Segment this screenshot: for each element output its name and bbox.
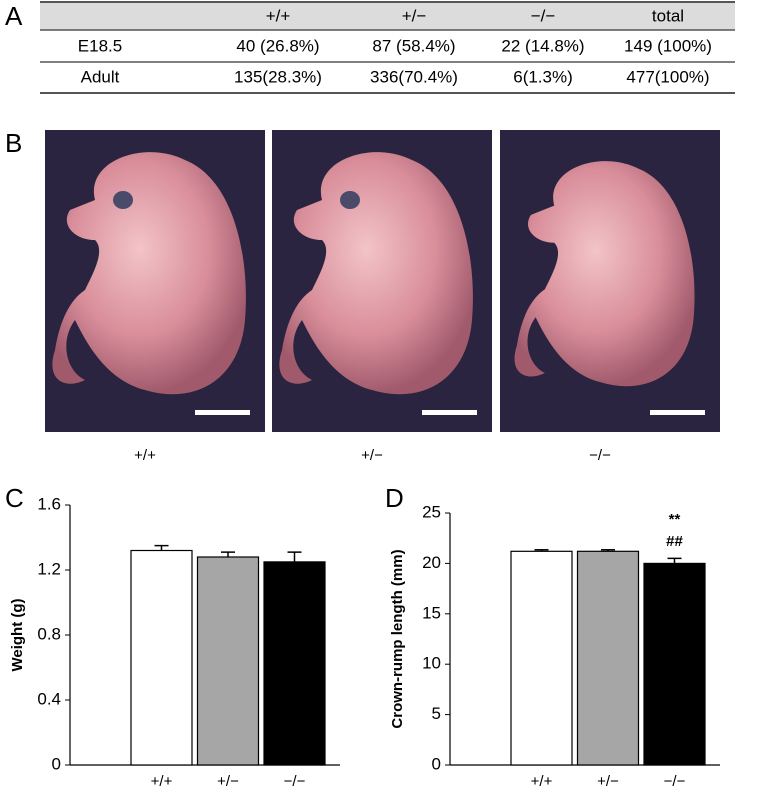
annotation: ** [669,511,681,528]
y-tick-label: 0 [52,754,61,773]
panel-label: A [5,1,23,31]
bar [196,556,260,766]
eye [113,191,133,209]
table-cell: 22 (14.8%) [501,36,584,55]
table-cell: 477(100%) [626,67,709,86]
photo-label: +/+ [134,447,156,464]
eye [340,191,360,209]
y-tick-label: 0.4 [37,689,61,708]
y-tick-label: 10 [422,654,441,673]
table-header: −/− [531,6,556,25]
y-axis-label: Weight (g) [9,598,26,671]
table-header: +/− [402,6,427,25]
bar [130,549,193,766]
scale-bar [195,410,250,415]
y-axis-label: Crown-rump length (mm) [389,549,406,728]
panel-label: C [5,483,24,513]
x-tick-label: +/+ [151,773,173,790]
x-tick-label: +/+ [531,773,553,790]
x-tick-label: +/− [217,773,239,790]
bar [643,562,706,766]
table-cell: 336(70.4%) [370,67,458,86]
y-tick-label: 0 [432,754,441,773]
table-cell: 149 (100%) [624,36,712,55]
y-tick-label: 20 [422,553,441,572]
bar [263,561,326,766]
panel-label: D [385,483,404,513]
y-tick-label: 1.2 [37,559,61,578]
photo-label: +/− [361,447,383,464]
y-tick-label: 25 [422,502,441,521]
photo [500,130,720,432]
embryo [279,152,473,395]
photo [45,130,265,432]
table-cell: 6(1.3%) [513,67,573,86]
table-header: +/+ [266,6,291,25]
embryo [514,161,695,387]
table-header: total [652,6,684,25]
table-header-bg [40,2,735,30]
bar [510,550,573,766]
photo [272,130,492,432]
table-cell: 40 (26.8%) [236,36,319,55]
x-tick-label: +/− [597,773,619,790]
table-cell: Adult [81,67,120,86]
y-tick-label: 5 [432,704,441,723]
table-cell: 87 (58.4%) [372,36,455,55]
x-tick-label: −/− [664,773,686,790]
y-tick-label: 15 [422,603,441,622]
y-tick-label: 1.6 [37,494,61,513]
annotation: ## [666,533,683,550]
scale-bar [422,410,477,415]
panel-label: B [5,128,22,158]
x-tick-label: −/− [284,773,306,790]
photo-label: −/− [589,447,611,464]
scale-bar [650,410,705,415]
bar [576,550,640,766]
embryo [52,152,246,395]
y-tick-label: 0.8 [37,624,61,643]
table-cell: 135(28.3%) [234,67,322,86]
table-cell: E18.5 [78,36,122,55]
